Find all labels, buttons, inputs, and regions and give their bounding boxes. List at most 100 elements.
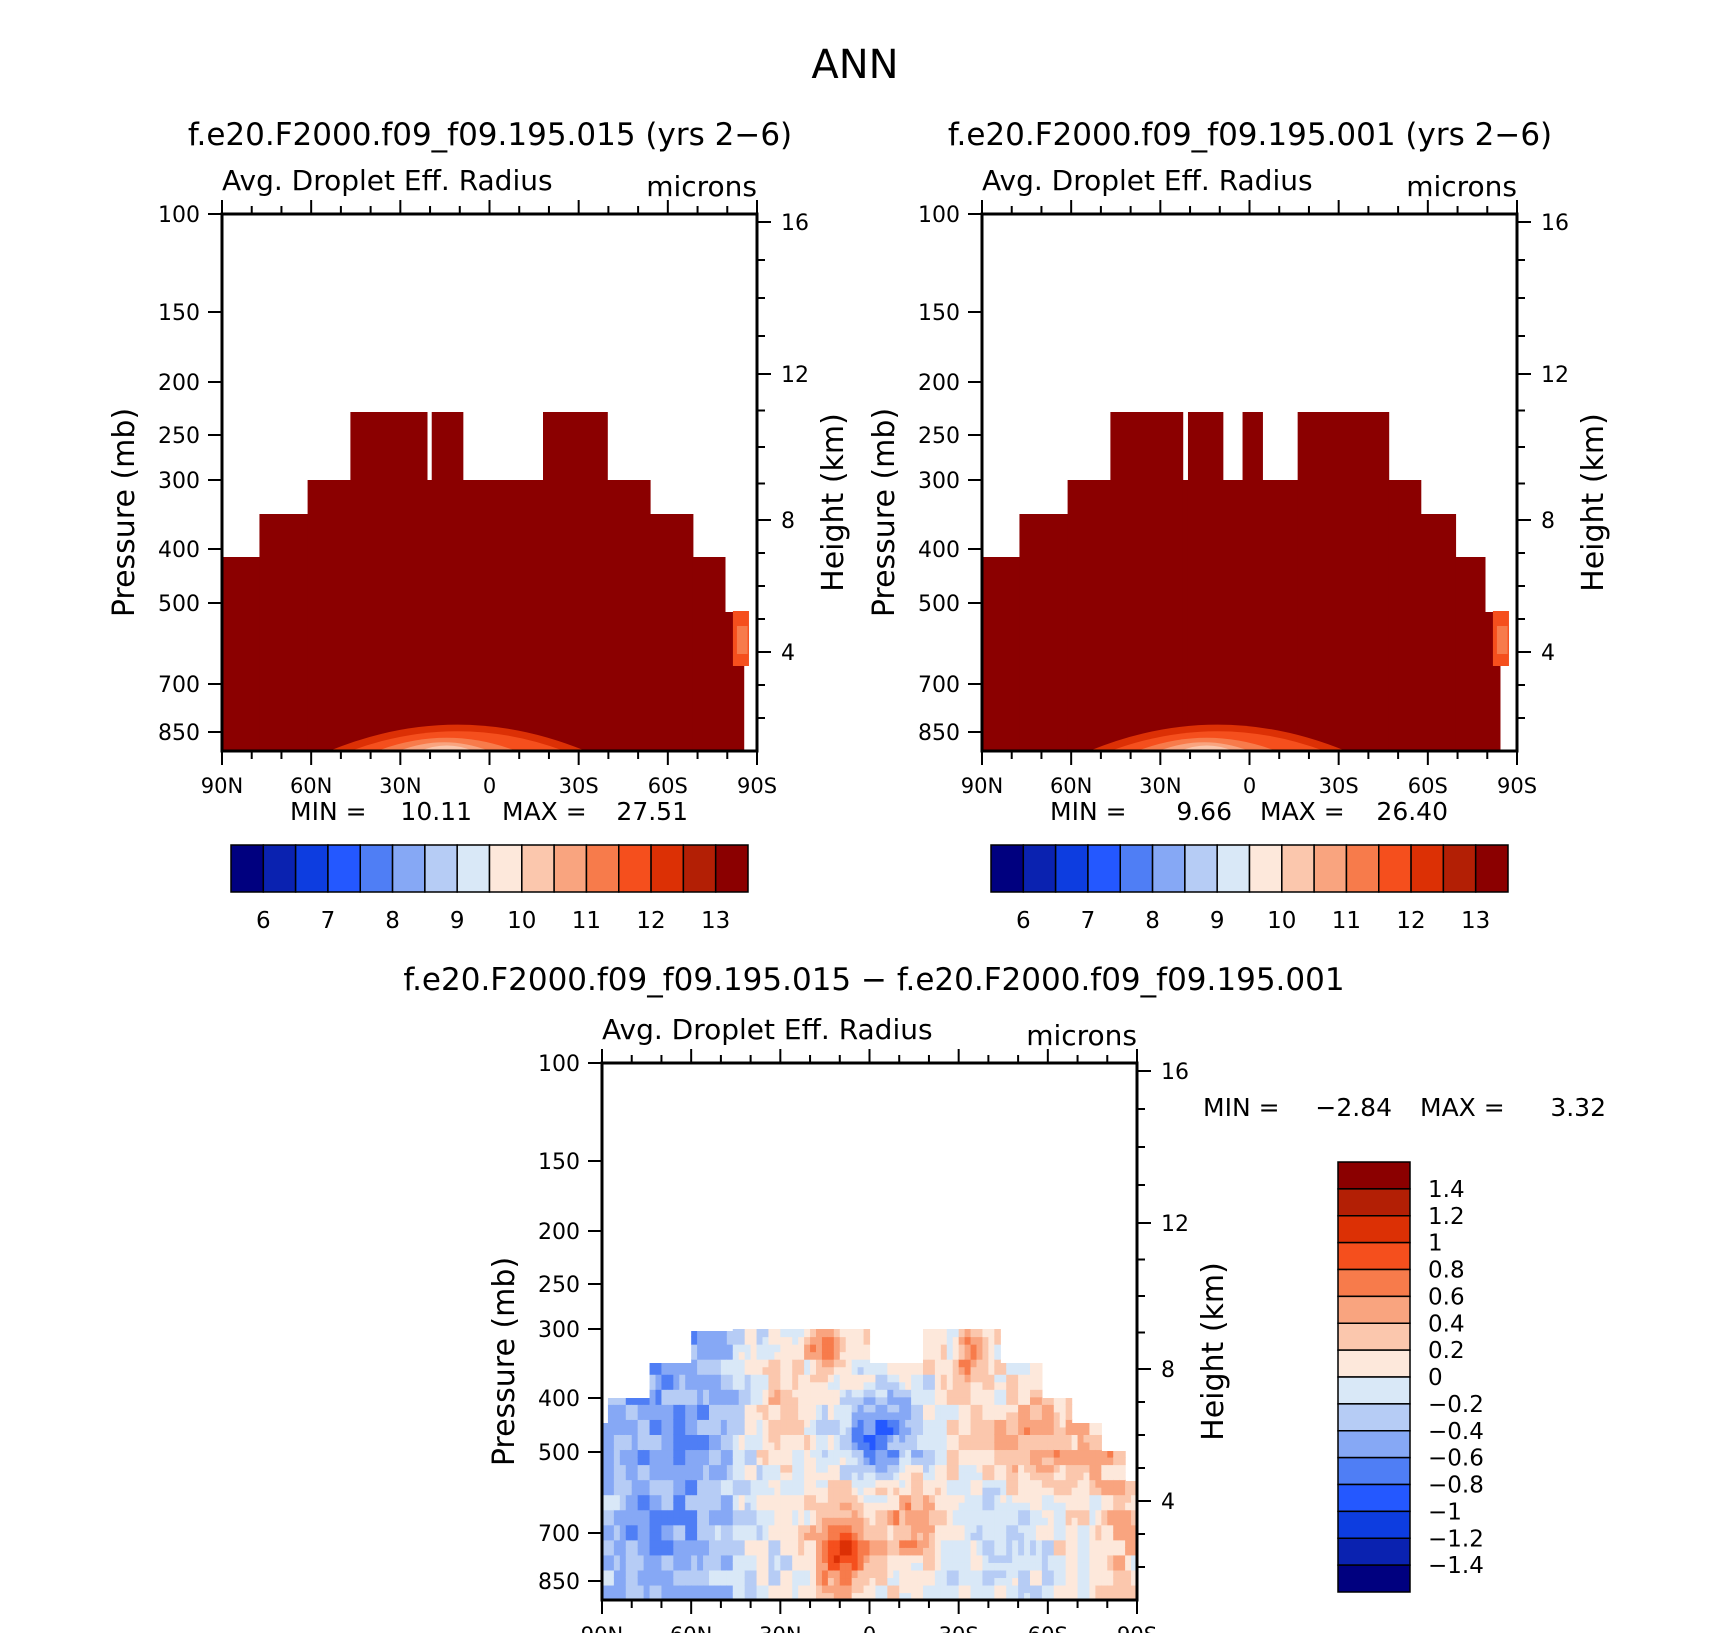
panel3-contour-cell xyxy=(970,1547,978,1556)
panel3-contour-cell xyxy=(821,1374,829,1383)
panel3-contour-cell xyxy=(994,1366,1001,1375)
panel3-contour-cell xyxy=(1041,1577,1049,1586)
panel3-contour-cell xyxy=(768,1381,775,1390)
panel3-contour-cell xyxy=(619,1524,627,1533)
panel3-contour-cell xyxy=(762,1449,770,1458)
panel3-contour-cell xyxy=(1000,1419,1007,1428)
panel3-contour-cell xyxy=(934,1577,942,1586)
panel3-contour-cell xyxy=(928,1381,936,1390)
panel3-contour-cell xyxy=(887,1396,894,1405)
panel3-contour-cell xyxy=(691,1502,698,1511)
panel3-contour-cell xyxy=(982,1547,989,1556)
panel3-contour-cell xyxy=(691,1487,698,1496)
panel3-contour-cell xyxy=(994,1569,1001,1579)
panel3-contour-cell xyxy=(661,1517,668,1526)
panel3-contour-cell xyxy=(934,1554,942,1563)
panel3-contour-cell xyxy=(810,1554,817,1563)
panel3-contour-cell xyxy=(804,1539,811,1548)
panel3-contour-cell xyxy=(869,1547,877,1556)
panel3-contour-cell xyxy=(1089,1509,1096,1518)
panel3-contour-cell xyxy=(673,1577,680,1586)
panel3-contour-cell xyxy=(845,1562,853,1571)
panel3-contour-cell xyxy=(1065,1434,1073,1443)
panel3-contour-cell xyxy=(821,1562,829,1571)
panel3-contour-cell xyxy=(649,1374,657,1383)
panel3-contour-cell xyxy=(744,1577,752,1586)
panel3-contour-cell xyxy=(744,1569,752,1579)
panel3-contour-cell xyxy=(863,1351,871,1360)
panel3-contour-cell xyxy=(1030,1419,1037,1428)
panel3-contour-cell xyxy=(1119,1569,1126,1579)
panel3-contour-cell xyxy=(958,1517,966,1526)
panel3-contour-cell xyxy=(661,1363,668,1368)
panel3-contour-cell xyxy=(673,1472,680,1481)
panel3-contour-cell xyxy=(928,1577,936,1586)
panel3-contour-cell xyxy=(810,1426,817,1435)
colorbar3-swatch xyxy=(1337,1188,1411,1217)
panel3-contour-cell xyxy=(685,1509,692,1518)
panel3-contour-cell xyxy=(1041,1517,1049,1526)
panel1-lat-tick-label: 30N xyxy=(379,774,421,798)
panel3-contour-cell xyxy=(792,1584,799,1594)
panel3-contour-cell xyxy=(792,1569,799,1579)
panel3-contour-cell xyxy=(661,1449,668,1458)
panel3-contour-cell xyxy=(816,1524,823,1533)
panel3-contour-cell xyxy=(810,1434,817,1443)
panel3-contour-cell xyxy=(952,1359,960,1368)
panel3-contour-cell xyxy=(643,1547,651,1556)
panel3-contour-cell xyxy=(1035,1404,1043,1413)
panel3-contour-cell xyxy=(738,1464,746,1473)
panel3-contour-cell xyxy=(691,1532,698,1541)
panel3-contour-cell xyxy=(1041,1464,1049,1473)
panel3-contour-cell xyxy=(827,1577,835,1586)
panel3-contour-cell xyxy=(750,1381,758,1390)
panel3-contour-cell xyxy=(857,1577,865,1586)
panel3-contour-cell xyxy=(792,1359,799,1368)
panel3-contour-cell xyxy=(1000,1411,1007,1420)
panel3-contour-cell xyxy=(1107,1532,1114,1541)
panel3-contour-cell xyxy=(756,1547,764,1556)
panel3-contour-cell xyxy=(869,1509,877,1518)
panel3-contour-cell xyxy=(643,1584,651,1594)
panel3-contour-cell xyxy=(994,1351,1001,1360)
colorbar2-swatch xyxy=(1410,844,1445,893)
panel3-contour-cell xyxy=(845,1441,853,1451)
panel3-contour-cell xyxy=(709,1336,716,1345)
panel3-contour-cell xyxy=(893,1509,900,1518)
panel3-contour-cell xyxy=(673,1562,680,1571)
panel3-contour-cell xyxy=(691,1449,698,1458)
panel3-contour-cell xyxy=(1012,1479,1019,1488)
panel3-contour-cell xyxy=(1095,1554,1102,1563)
panel3-contour-cell xyxy=(1071,1479,1079,1488)
panel3-contour-cell xyxy=(613,1569,621,1579)
panel3-contour-cell xyxy=(691,1344,698,1353)
panel3-contour-cell xyxy=(1012,1592,1019,1601)
panel3-contour-cell xyxy=(869,1464,877,1473)
panel3-contour-cell xyxy=(619,1584,627,1594)
panel3-contour-cell xyxy=(923,1577,930,1586)
panel3-contour-cell xyxy=(875,1479,882,1488)
panel3-contour-cell xyxy=(923,1547,930,1556)
panel3-contour-cell xyxy=(720,1374,728,1383)
panel3-contour-cell xyxy=(923,1464,930,1473)
panel3-contour-cell xyxy=(1083,1449,1091,1458)
panel3-contour-cell xyxy=(1024,1472,1031,1481)
panel3-contour-cell xyxy=(810,1404,817,1413)
panel3-contour-cell xyxy=(1030,1502,1037,1511)
panel3-contour-cell xyxy=(1006,1562,1013,1571)
panel3-contour-cell xyxy=(625,1554,633,1563)
panel3-contour-cell xyxy=(703,1381,710,1390)
panel3-contour-cell xyxy=(768,1404,775,1413)
panel3-contour-cell xyxy=(1041,1592,1049,1601)
panel3-contour-cell xyxy=(964,1532,972,1541)
panel3-contour-cell xyxy=(720,1494,728,1503)
panel3-contour-cell xyxy=(661,1472,668,1481)
panel3-contour-cell xyxy=(982,1532,989,1541)
panel3-contour-cell xyxy=(994,1456,1001,1466)
panel3-contour-cell xyxy=(804,1592,811,1601)
panel3-contour-cell xyxy=(881,1592,888,1601)
panel3-contour-cell xyxy=(726,1419,734,1428)
panel3-contour-cell xyxy=(667,1404,674,1413)
panel3-contour-cell xyxy=(643,1398,651,1405)
panel3-contour-cell xyxy=(798,1479,805,1488)
